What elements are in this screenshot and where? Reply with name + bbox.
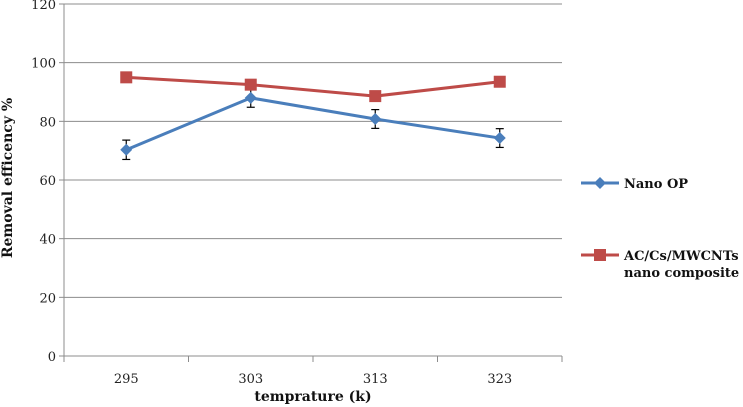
legend-label-composite-line1: AC/Cs/MWCNTs: [623, 249, 739, 264]
legend-marker-composite: [594, 249, 606, 261]
x-tick-label-313: 313: [363, 372, 388, 387]
marker-diamond-0-3: [493, 132, 506, 145]
y-tick-label-0: 0: [48, 350, 56, 365]
marker-diamond-0-0: [120, 143, 133, 156]
y-tick-label-80: 80: [39, 115, 56, 130]
y-axis-title: Removal efficency %: [0, 98, 16, 258]
x-tick-label-303: 303: [238, 372, 263, 387]
legend-marker-nano-op: [594, 177, 606, 189]
series-line-1: [126, 75, 500, 98]
marker-square-1-2: [369, 90, 382, 103]
x-tick-labels: 295 303 313 323: [114, 372, 512, 387]
marker-square-1-0: [120, 71, 133, 84]
marker-square-1-1: [244, 78, 257, 91]
legend: Nano OP AC/Cs/MWCNTs nano composite: [581, 177, 739, 281]
x-axis-title: temprature (k): [254, 389, 371, 405]
y-tick-labels: 0 20 40 60 80 100 120: [31, 0, 56, 365]
marker-square-1-3: [493, 75, 506, 88]
axes: [59, 3, 563, 362]
y-tick-label-40: 40: [39, 233, 56, 248]
error-bars: [122, 87, 504, 161]
y-tick-label-20: 20: [39, 291, 56, 306]
series-line-0: [125, 96, 500, 152]
y-tick-label-120: 120: [31, 0, 56, 13]
series-lines: [125, 75, 500, 152]
y-tick-label-60: 60: [39, 174, 56, 189]
y-tick-label-100: 100: [31, 57, 56, 72]
x-tick-label-323: 323: [487, 372, 512, 387]
data-markers: [120, 71, 506, 156]
marker-diamond-0-2: [369, 112, 382, 125]
legend-item-composite: AC/Cs/MWCNTs nano composite: [581, 249, 739, 281]
marker-diamond-0-1: [244, 91, 257, 104]
legend-label-composite-line2: nano composite: [624, 266, 739, 281]
x-tick-label-295: 295: [114, 372, 139, 387]
grid-lines: [64, 3, 562, 298]
legend-item-nano-op: Nano OP: [581, 177, 688, 192]
legend-label-nano-op: Nano OP: [624, 177, 688, 192]
